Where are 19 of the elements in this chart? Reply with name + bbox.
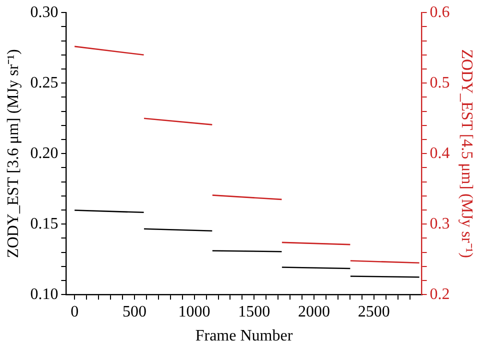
y2-axis-title: ZODY_EST [4.5 μm] (MJy sr⁻¹) xyxy=(458,49,476,258)
x-axis-title: Frame Number xyxy=(195,328,294,345)
x-tick-label: 500 xyxy=(122,303,146,320)
y-tick-label: 0.25 xyxy=(30,74,58,92)
y-tick-label: 0.20 xyxy=(30,144,58,162)
y-tick-label: 0.30 xyxy=(30,4,58,21)
x-tick-label: 1500 xyxy=(238,303,270,320)
x-tick-label: 2500 xyxy=(358,303,390,320)
y-axis-title: ZODY_EST [3.6 μm] (MJy sr⁻¹) xyxy=(4,49,22,258)
x-tick-label: 2000 xyxy=(298,303,330,320)
x-tick-label: 1000 xyxy=(178,303,210,320)
x-tick-label: 0 xyxy=(70,303,79,320)
y2-tick-label: 0.4 xyxy=(430,144,450,162)
y-tick-label: 0.10 xyxy=(30,286,58,303)
y2-tick-label: 0.3 xyxy=(430,215,450,232)
y2-tick-label: 0.2 xyxy=(430,286,450,303)
y2-tick-label: 0.6 xyxy=(430,4,450,21)
y-tick-label: 0.15 xyxy=(30,215,58,232)
y2-tick-label: 0.5 xyxy=(430,74,450,92)
